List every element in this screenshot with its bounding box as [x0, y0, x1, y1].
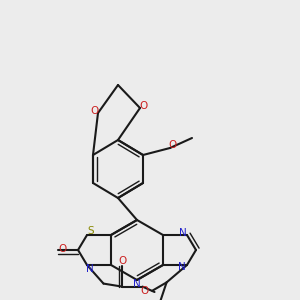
Text: O: O — [168, 140, 176, 150]
Text: S: S — [87, 226, 94, 236]
Text: O: O — [141, 286, 149, 296]
Text: N: N — [178, 262, 185, 272]
Text: O: O — [118, 256, 126, 266]
Text: N: N — [133, 279, 141, 289]
Text: N: N — [86, 264, 94, 274]
Text: O: O — [90, 106, 98, 116]
Text: O: O — [58, 244, 67, 254]
Text: N: N — [178, 228, 186, 238]
Text: O: O — [140, 100, 148, 111]
